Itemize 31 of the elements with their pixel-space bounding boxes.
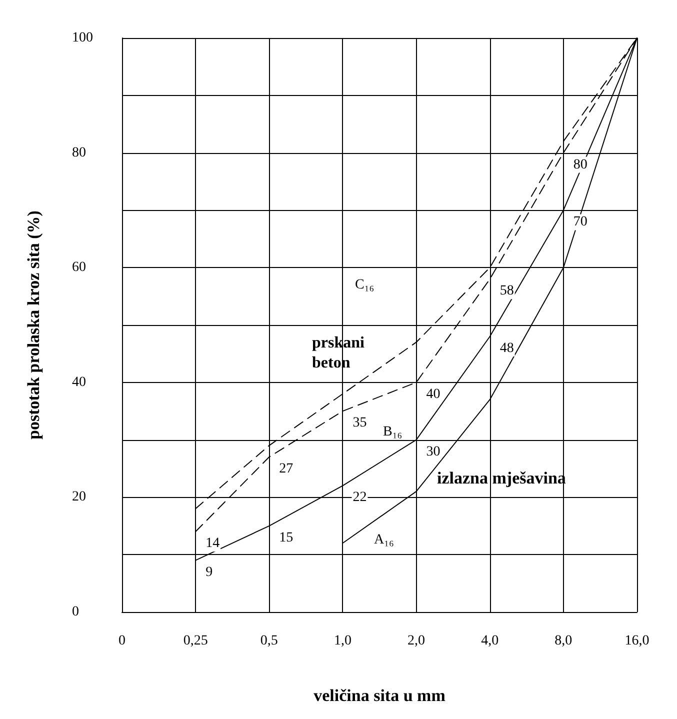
- y-tick-label: 40: [72, 374, 86, 390]
- data-label: 35: [352, 416, 367, 431]
- x-tick-label: 8,0: [554, 634, 572, 648]
- data-label: 14: [206, 536, 220, 552]
- x-tick-label: 2,0: [408, 634, 426, 648]
- data-label: 9: [206, 564, 213, 580]
- y-tick-label: 60: [72, 260, 86, 276]
- data-label: 27: [279, 462, 294, 477]
- annotation: A₁₆: [374, 532, 394, 548]
- x-tick-label: 4,0: [481, 634, 499, 648]
- x-axis-title: veličina sita u mm: [314, 686, 446, 705]
- data-label: 48: [500, 340, 514, 356]
- data-label: 58: [500, 284, 514, 299]
- data-label: 40: [426, 386, 440, 402]
- x-tick-label: 0,5: [260, 634, 278, 648]
- annotation: C₁₆: [355, 278, 374, 292]
- x-tick-label: 0: [118, 634, 126, 648]
- data-label: 15: [279, 530, 294, 546]
- annotation: B₁₆: [383, 424, 402, 440]
- y-axis-title: postotak prolaska kroz sita (%): [24, 210, 43, 440]
- data-label: 70: [573, 214, 588, 230]
- y-tick-label: 100: [72, 30, 93, 46]
- x-tick-label: 1,0: [334, 634, 352, 648]
- data-label: 22: [352, 490, 367, 506]
- data-label: 80: [573, 157, 588, 172]
- y-tick-label: 20: [72, 490, 86, 505]
- y-tick-label: 80: [72, 145, 86, 160]
- data-label: 30: [426, 444, 440, 460]
- x-tick-label: 16,0: [624, 634, 650, 648]
- y-tick-label: 0: [72, 604, 79, 620]
- x-tick-label: 0,25: [183, 634, 208, 648]
